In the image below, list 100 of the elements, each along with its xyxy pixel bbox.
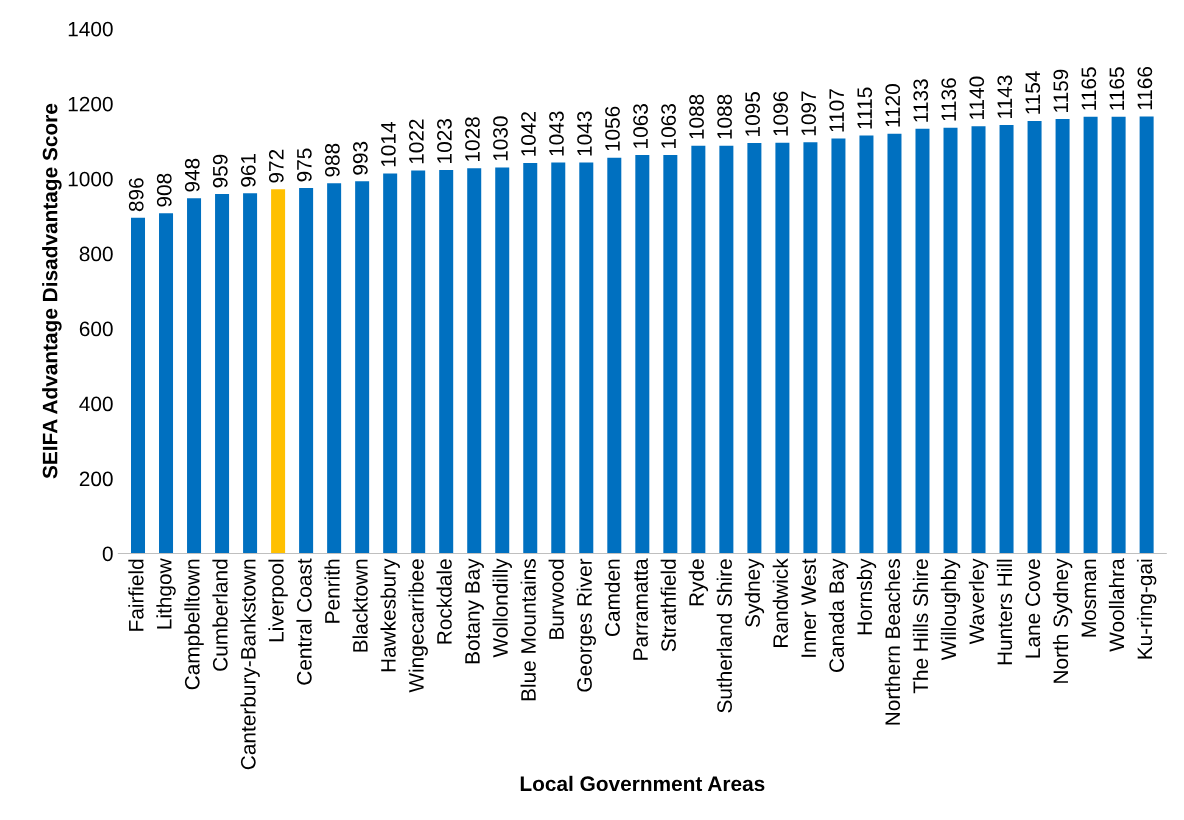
x-tick-label: Hawkesbury [380, 558, 400, 672]
x-tick-label: Randwick [772, 558, 788, 647]
data-label: 1133 [913, 79, 929, 122]
bar [187, 198, 202, 554]
data-label: 1095 [745, 92, 760, 136]
x-tick-label: Strathfield [660, 559, 676, 652]
bar [215, 194, 230, 554]
x-tick-label: Georges River [576, 558, 596, 692]
data-label: 993 [352, 141, 368, 175]
x-tick-label: Central Coast [296, 558, 312, 685]
x-tick-label: Lane Cove [1025, 559, 1041, 658]
y-tick-label: 0 [102, 546, 113, 562]
x-tick-label: Woollahra [1108, 558, 1125, 652]
x-tick-label: Ryde [688, 559, 709, 606]
bar [1027, 120, 1042, 554]
data-label: 1056 [605, 106, 620, 151]
bar [607, 157, 622, 554]
y-tick-label: 400 [79, 396, 113, 412]
x-tick-label: Rockdale [436, 559, 452, 644]
data-label: 1043 [577, 111, 592, 156]
y-tick-label: 1200 [68, 96, 113, 112]
x-axis-title: Local Government Areas [520, 775, 765, 792]
data-label: 959 [212, 154, 228, 188]
x-tick-label: Lithgow [156, 558, 176, 629]
bar [691, 145, 706, 554]
data-label: 1023 [437, 119, 452, 163]
data-label: 1028 [465, 117, 480, 161]
x-tick-label: Hunters Hill [996, 559, 1013, 665]
x-tick-label: Mosman [1081, 559, 1097, 637]
bar [1139, 116, 1154, 554]
y-tick-label: 600 [79, 321, 113, 337]
bar [271, 189, 286, 554]
data-label: 1097 [801, 91, 817, 136]
bar [943, 127, 958, 554]
data-label: 1063 [633, 104, 648, 148]
x-tick-label: Penrith [324, 559, 340, 623]
bar [327, 183, 342, 554]
x-tick-label: Blacktown [352, 559, 368, 652]
y-tick-label: 800 [79, 246, 113, 262]
data-label: 1143 [997, 75, 1013, 118]
y-tick-label: 1400 [68, 21, 113, 37]
bar [355, 181, 370, 554]
bar [915, 128, 930, 554]
bar [663, 155, 678, 554]
data-label: 908 [156, 173, 172, 207]
data-label: 948 [184, 158, 200, 192]
bar [1083, 116, 1098, 554]
bar [243, 193, 258, 554]
bar [775, 142, 790, 554]
y-tick-label: 200 [79, 471, 113, 487]
x-tick-label: Sydney [744, 558, 765, 627]
bar [971, 126, 986, 554]
x-tick-label: Campbelltown [184, 559, 204, 690]
data-label: 1140 [969, 76, 985, 120]
bar [523, 162, 538, 554]
bar [411, 170, 426, 554]
data-label: 975 [296, 148, 312, 182]
x-tick-label: Hornsby [856, 558, 877, 635]
data-label: 1043 [549, 111, 564, 156]
x-tick-label: Willoughby [940, 558, 961, 661]
bar [131, 217, 146, 554]
x-tick-label: Camden [604, 559, 620, 637]
x-tick-label: Blue Mountains [520, 559, 536, 701]
x-tick-label: Northern Beaches [884, 559, 901, 725]
data-label: 988 [324, 143, 340, 177]
data-label: 1107 [829, 89, 845, 132]
data-label: 1120 [885, 84, 901, 127]
data-label: 1136 [941, 78, 957, 121]
x-tick-label: Waverley [968, 558, 989, 645]
bar [1055, 119, 1070, 554]
x-tick-label: Ku-ring-gai [1136, 559, 1157, 659]
x-tick-label: The Hills Shire [912, 559, 929, 694]
x-tick-label: Wingecarribee [408, 559, 428, 693]
x-tick-label: Cumberland [212, 559, 228, 671]
bar [719, 145, 734, 554]
x-tick-label: Fairfield [128, 559, 144, 631]
data-label: 1154 [1025, 71, 1041, 114]
bar [747, 143, 762, 554]
bar [159, 213, 174, 554]
bar [859, 135, 874, 554]
x-tick-label: Liverpool [268, 559, 288, 642]
data-label: 1159 [1053, 69, 1069, 112]
x-tick-label: North Sydney [1052, 558, 1073, 683]
y-axis-title: SEIFA Advantage Disadvantage Score [42, 103, 62, 479]
bar [803, 142, 818, 554]
bar [579, 162, 594, 554]
data-label: 896 [128, 178, 144, 212]
data-label: 961 [240, 153, 256, 187]
data-label: 1165 [1081, 67, 1097, 110]
data-label: 1030 [493, 116, 508, 161]
data-label: 1096 [773, 91, 788, 136]
bar [1111, 116, 1126, 554]
bar [495, 167, 510, 554]
y-tick-label: 1000 [68, 171, 113, 187]
data-label: 1042 [521, 112, 536, 156]
bar [887, 133, 902, 554]
data-label: 1115 [857, 87, 873, 129]
x-tick-label: Wollondilly [492, 558, 512, 658]
bar [439, 170, 454, 554]
bar [467, 168, 482, 554]
